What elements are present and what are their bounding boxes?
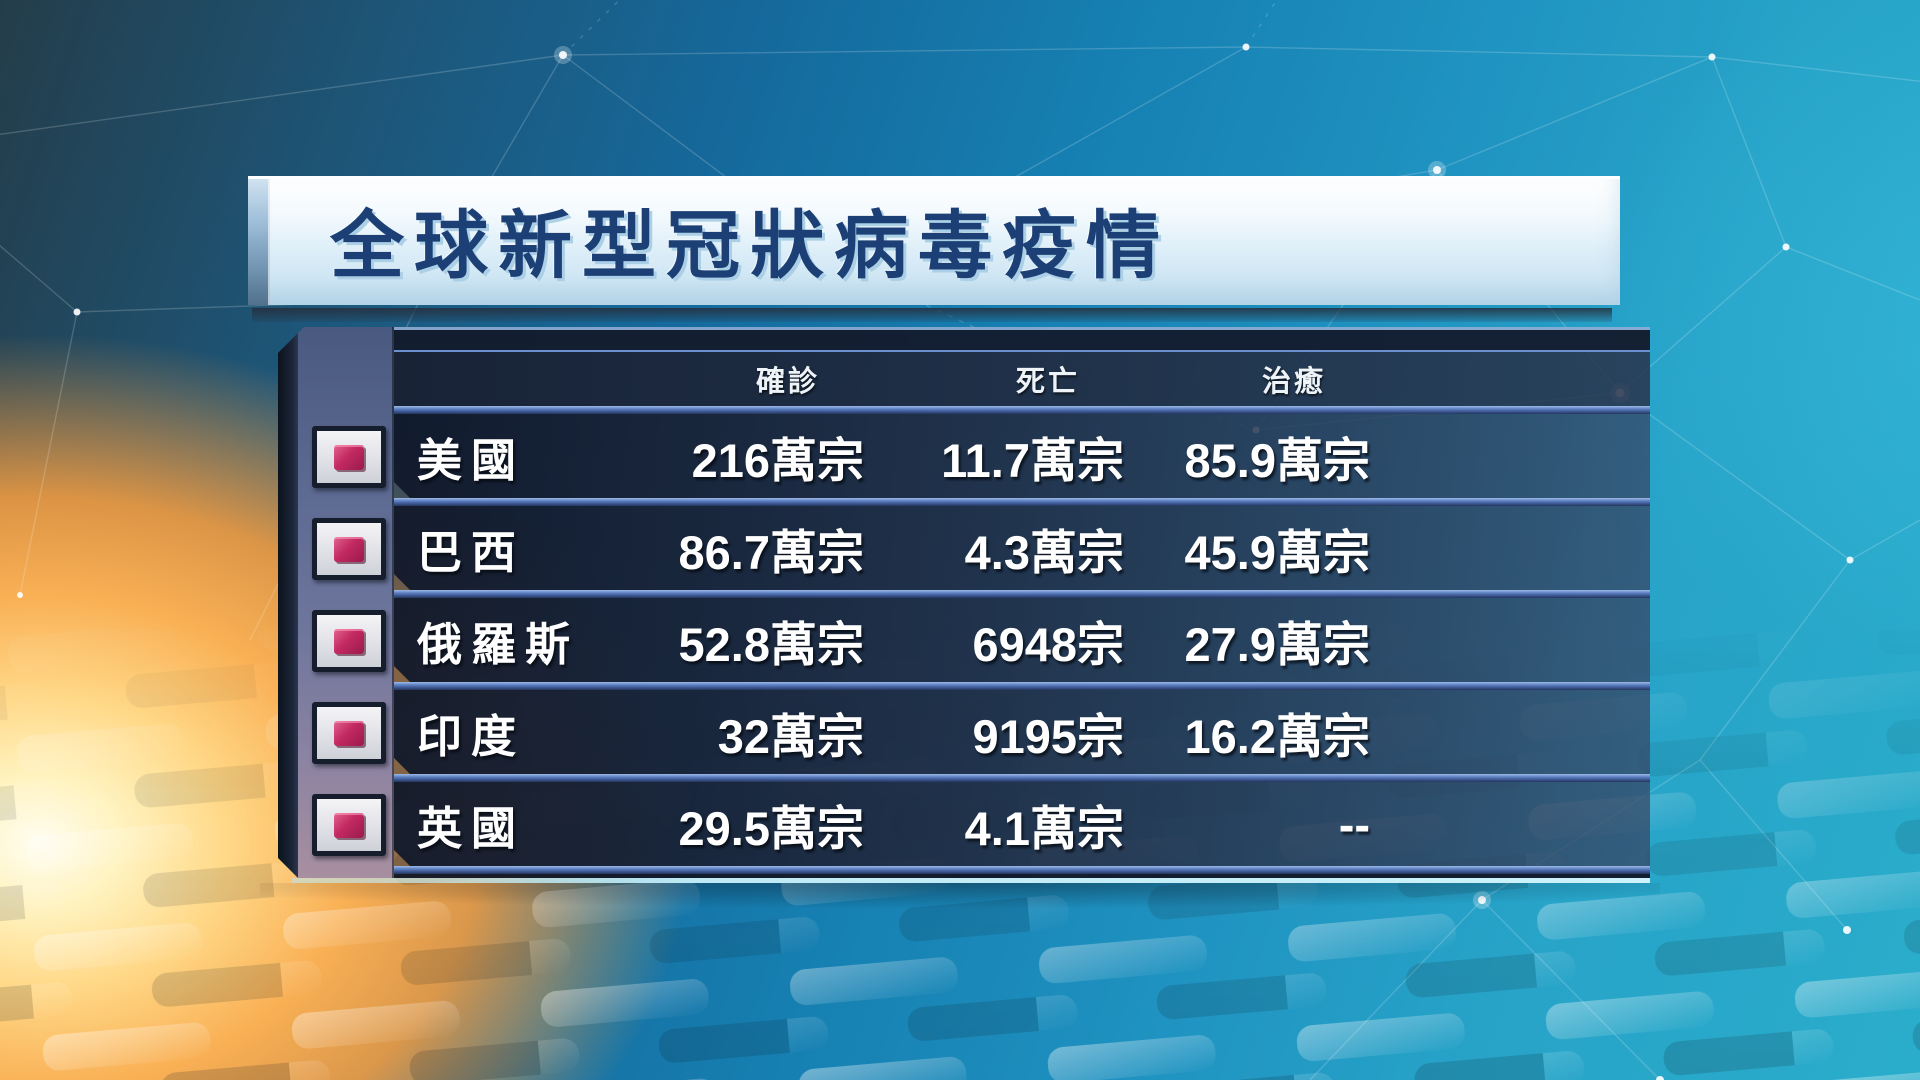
row-divider: [394, 774, 1650, 782]
country-name: 英國: [417, 802, 526, 854]
recovered-value: 45.9萬宗: [1184, 525, 1370, 579]
table-row-usa: 美國 216萬宗 11.7萬宗 85.9萬宗: [394, 414, 1650, 498]
magenta-square-bullet-icon: [334, 445, 364, 470]
row-bullet: [312, 794, 386, 856]
magenta-square-bullet-icon: [334, 813, 364, 838]
row-bullet: [312, 610, 386, 672]
recovered-value: 16.2萬宗: [1184, 709, 1370, 763]
deaths-value: 9195宗: [972, 709, 1124, 763]
table-content: 確診 死亡 治癒 美國 216萬宗 11.7萬宗 85.9萬宗 巴西 86.7萬…: [394, 327, 1650, 881]
recovered-value: 27.9萬宗: [1184, 617, 1370, 671]
country-name: 巴西: [417, 526, 526, 578]
table-header: 確診 死亡 治癒: [394, 352, 1650, 406]
row-bullet: [312, 702, 386, 764]
table-row-russia: 俄羅斯 52.8萬宗 6948宗 27.9萬宗: [394, 598, 1650, 682]
row-divider: [394, 682, 1650, 690]
panel-bottom-highlight: [292, 878, 1650, 883]
confirmed-value: 216萬宗: [691, 433, 864, 487]
banner-shadow: [252, 308, 1612, 322]
col-header-recovered: 治癒: [1261, 366, 1326, 398]
recovered-value: 85.9萬宗: [1184, 433, 1370, 487]
panel-left-bevel: [278, 327, 298, 878]
col-header-confirmed: 確診: [755, 366, 820, 398]
row-bullet: [312, 426, 386, 488]
confirmed-value: 29.5萬宗: [678, 801, 864, 855]
row-divider: [394, 590, 1650, 598]
confirmed-value: 86.7萬宗: [678, 525, 864, 579]
row-divider: [394, 866, 1650, 874]
deaths-value: 11.7萬宗: [941, 433, 1124, 487]
deaths-value: 4.1萬宗: [964, 801, 1124, 855]
stats-table-panel: 確診 死亡 治癒 美國 216萬宗 11.7萬宗 85.9萬宗 巴西 86.7萬…: [278, 327, 1650, 878]
table-top-strip: [394, 330, 1650, 352]
magenta-square-bullet-icon: [334, 629, 364, 654]
row-bullet: [312, 518, 386, 580]
row-divider: [394, 406, 1650, 414]
col-header-deaths: 死亡: [1015, 366, 1080, 398]
row-divider: [394, 498, 1650, 506]
deaths-value: 6948宗: [972, 617, 1124, 671]
table-row-india: 印度 32萬宗 9195宗 16.2萬宗: [394, 690, 1650, 774]
deaths-value: 4.3萬宗: [964, 525, 1124, 579]
country-name: 俄羅斯: [417, 618, 580, 670]
country-name: 美國: [417, 434, 526, 486]
banner-left-edge: [248, 179, 270, 305]
panel-drop-shadow: [260, 883, 1660, 909]
magenta-square-bullet-icon: [334, 537, 364, 562]
magenta-square-bullet-icon: [334, 721, 364, 746]
title-banner: 全球新型冠狀病毒疫情: [248, 176, 1620, 322]
page-title: 全球新型冠狀病毒疫情: [330, 204, 1170, 287]
bullet-column: [298, 327, 394, 878]
recovered-value: --: [1338, 797, 1370, 851]
confirmed-value: 32萬宗: [717, 709, 864, 763]
table-row-uk: 英國 29.5萬宗 4.1萬宗 --: [394, 782, 1650, 866]
country-name: 印度: [417, 710, 526, 762]
confirmed-value: 52.8萬宗: [678, 617, 864, 671]
table-row-brazil: 巴西 86.7萬宗 4.3萬宗 45.9萬宗: [394, 506, 1650, 590]
